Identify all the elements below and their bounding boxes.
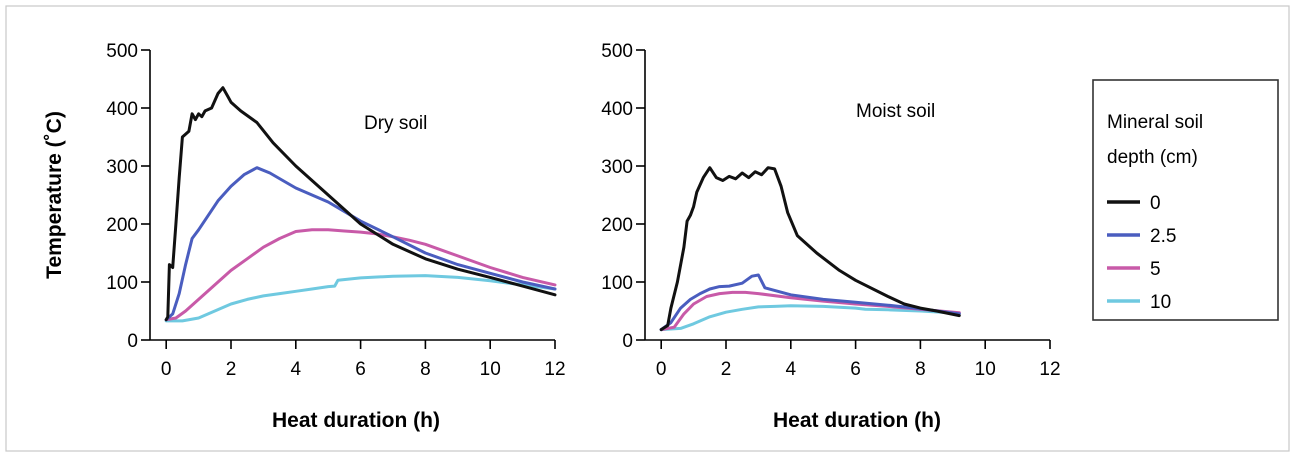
- dry-soil-plot-area: 0 100 200 300 400 500 0 2 4 6 8 10 12: [106, 41, 565, 380]
- moist-soil-series-10-cm: [659, 304, 961, 332]
- dry-soil-y-tick-label: 400: [106, 99, 138, 120]
- legend: Mineral soil depth (cm) 0 2.5 5 10: [1092, 79, 1279, 321]
- dry-soil-x-tick-label: 6: [355, 359, 366, 380]
- moist-soil-y-tick-label: 200: [601, 215, 633, 236]
- dry-soil-y-tick-label: 0: [127, 331, 138, 352]
- dry-soil-series-10-cm: [164, 274, 557, 323]
- moist-soil-annotation: Moist soil: [856, 101, 935, 122]
- dry-soil-x-tick-label: 4: [291, 359, 302, 380]
- moist-soil-x-tick-label: 10: [975, 359, 996, 380]
- legend-label-5: 5: [1150, 259, 1161, 280]
- moist-soil-x-tick-label: 0: [656, 359, 667, 380]
- dry-soil-y-tick-label: 500: [106, 41, 138, 62]
- dry-soil-series-0-cm: [164, 86, 557, 322]
- legend-box: [1092, 79, 1279, 321]
- dry-soil-x-tick-label: 10: [480, 359, 501, 380]
- moist-soil-y-tick-label: 100: [601, 273, 633, 294]
- legend-title-line-1: Mineral soil: [1107, 112, 1203, 133]
- dry-soil-y-axis-title: Temperature (˚C): [43, 111, 66, 279]
- dry-soil-x-axis-title: Heat duration (h): [272, 409, 440, 432]
- legend-label-0: 0: [1150, 193, 1161, 214]
- dry-soil-x-tick-label: 8: [420, 359, 431, 380]
- moist-soil-x-tick-label: 6: [850, 359, 861, 380]
- legend-label-2-5: 2.5: [1150, 226, 1176, 247]
- moist-soil-series-2-5-cm: [659, 273, 961, 332]
- dry-soil-x-tick-label: 2: [226, 359, 237, 380]
- moist-soil-x-tick-label: 4: [786, 359, 797, 380]
- moist-soil-plot-area: 0 100 200 300 400 500 0 2 4 6 8 10 12: [601, 41, 1060, 380]
- moist-soil-panel: 0 100 200 300 400 500 0 2 4 6 8 10 12 Moist soil Hea…: [601, 41, 1060, 432]
- moist-soil-x-tick-label: 8: [915, 359, 926, 380]
- moist-soil-y-tick-label: 400: [601, 99, 633, 120]
- dry-soil-series-5-cm: [164, 228, 557, 322]
- dry-soil-y-tick-label: 200: [106, 215, 138, 236]
- dry-soil-series-2-5-cm: [164, 166, 557, 322]
- legend-title-line-2: depth (cm): [1107, 147, 1198, 168]
- moist-soil-x-tick-label: 2: [721, 359, 732, 380]
- moist-soil-y-tick-label: 0: [622, 331, 633, 352]
- legend-label-10: 10: [1150, 292, 1171, 313]
- dry-soil-y-tick-label: 300: [106, 157, 138, 178]
- moist-soil-y-tick-label: 300: [601, 157, 633, 178]
- figure-frame: [5, 5, 1290, 452]
- dry-soil-y-tick-label: 100: [106, 273, 138, 294]
- dry-soil-x-tick-label: 0: [161, 359, 172, 380]
- moist-soil-x-axis-title: Heat duration (h): [773, 409, 941, 432]
- moist-soil-series-0-cm: [659, 166, 961, 332]
- legend-entries: 0 2.5 5 10: [1107, 193, 1176, 313]
- dry-soil-x-tick-label: 12: [544, 359, 565, 380]
- dry-soil-panel: 0 100 200 300 400 500 0 2 4 6 8 10 12 Dry soil Heat …: [43, 41, 566, 432]
- moist-soil-y-tick-label: 500: [601, 41, 633, 62]
- dry-soil-annotation: Dry soil: [364, 113, 427, 134]
- moist-soil-x-tick-label: 12: [1039, 359, 1060, 380]
